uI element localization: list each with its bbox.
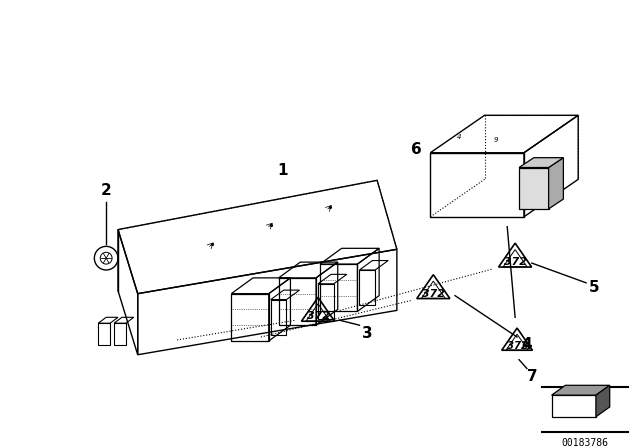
Polygon shape [596,385,610,417]
Polygon shape [519,158,563,168]
Text: 4: 4 [522,337,532,353]
Text: 372: 372 [422,289,445,299]
Text: 372: 372 [507,341,527,351]
Polygon shape [552,395,596,417]
Text: 5: 5 [589,280,599,295]
Polygon shape [552,385,610,395]
Text: 6: 6 [411,142,422,157]
Polygon shape [519,168,548,209]
Text: 9: 9 [493,137,498,142]
Text: 1: 1 [277,163,288,178]
Text: 00183786: 00183786 [561,439,609,448]
Text: 372: 372 [307,311,330,321]
Text: 4: 4 [457,134,461,140]
Text: 7: 7 [527,369,537,384]
Text: 2: 2 [100,183,111,198]
Text: 3: 3 [362,326,372,340]
Text: 372: 372 [504,257,527,267]
Polygon shape [548,158,563,209]
